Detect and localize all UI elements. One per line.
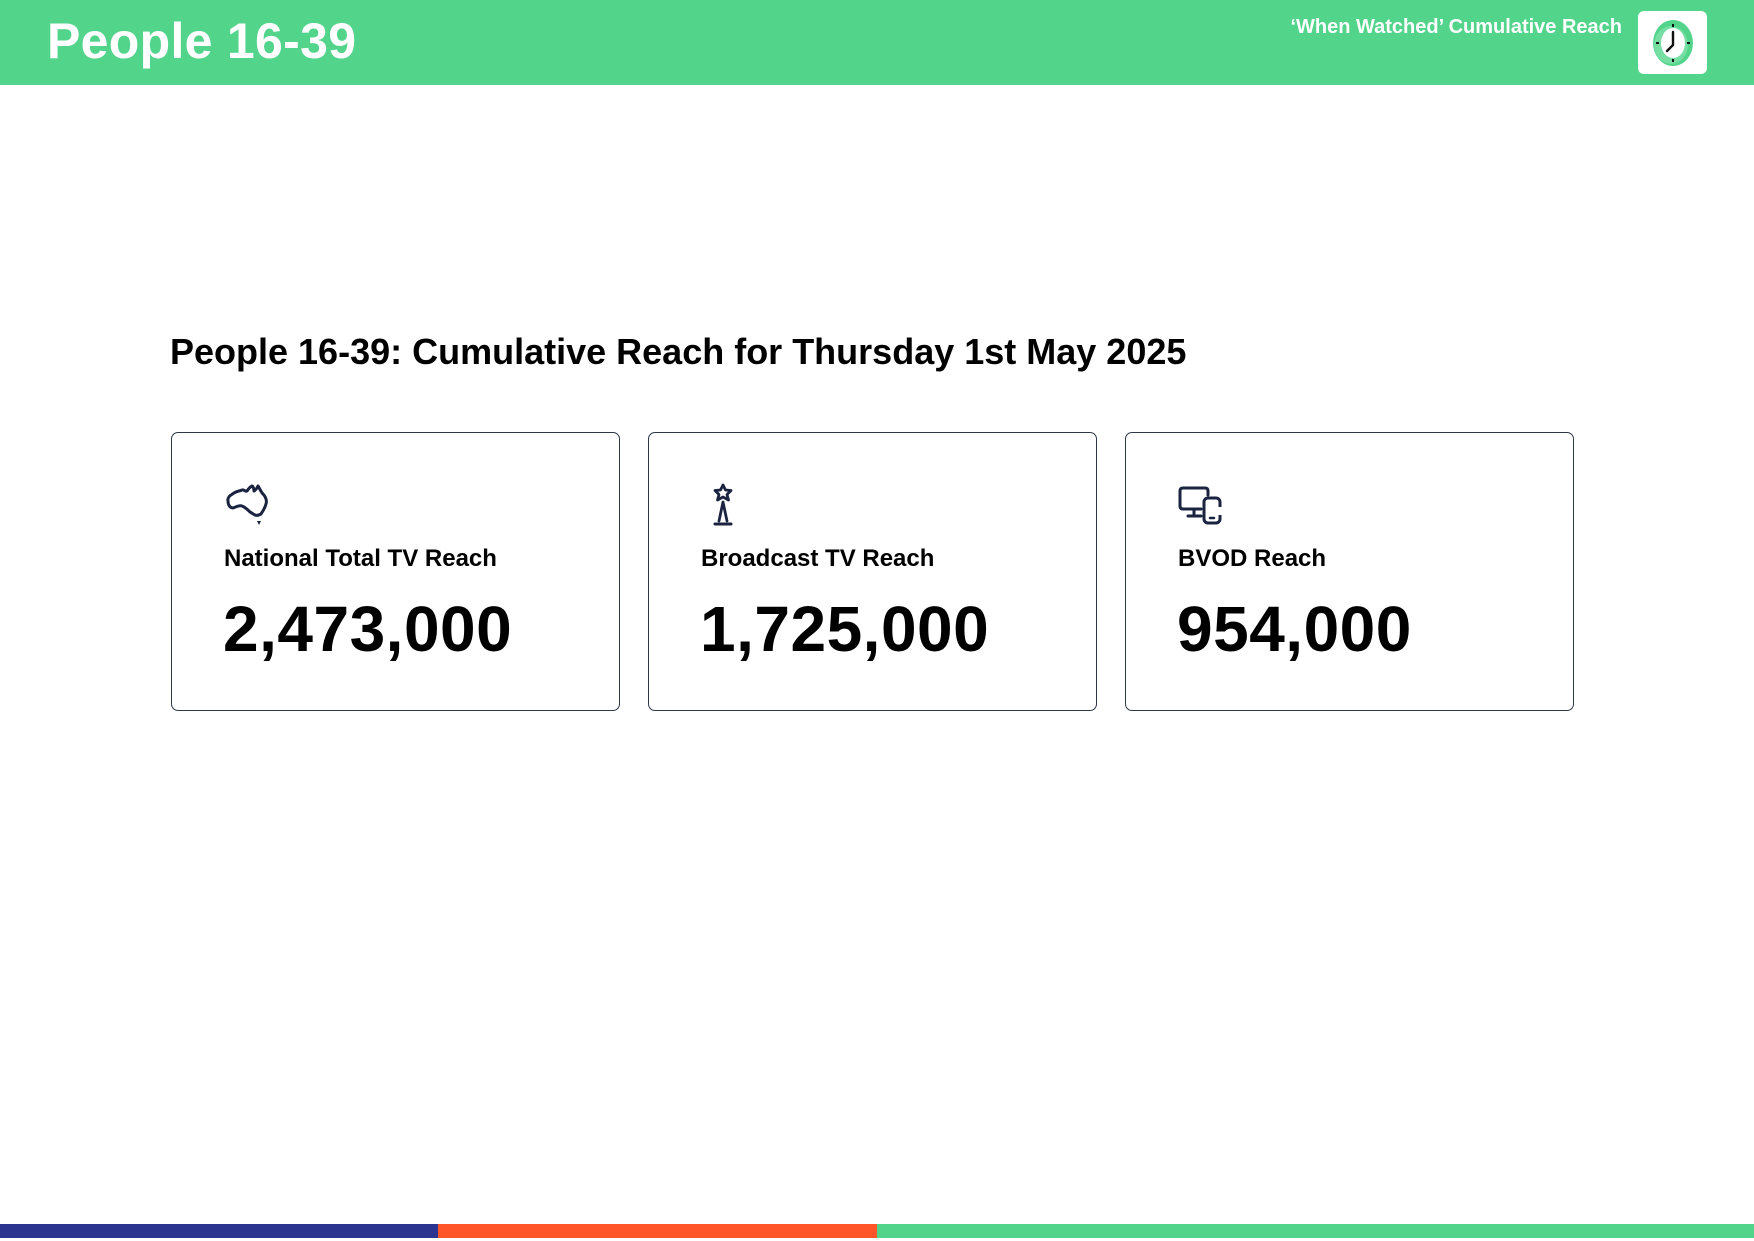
card-national-total-tv-reach: National Total TV Reach 2,473,000: [171, 432, 620, 711]
header-title: People 16-39: [47, 13, 357, 69]
card-value: 2,473,000: [223, 593, 513, 665]
card-broadcast-tv-reach: Broadcast TV Reach 1,725,000: [648, 432, 1097, 711]
devices-icon: [1178, 486, 1223, 525]
footer-color-bar: [0, 1224, 1754, 1238]
card-value: 954,000: [1177, 593, 1412, 665]
page-heading: People 16-39: Cumulative Reach for Thurs…: [170, 331, 1187, 372]
card-bvod-reach: BVOD Reach 954,000: [1125, 432, 1574, 711]
broadcast-tower-icon: [713, 483, 733, 526]
australia-map-icon: [226, 484, 268, 525]
clock-badge: [1638, 11, 1707, 74]
header-subtitle: ‘When Watched’ Cumulative Reach: [1290, 16, 1622, 38]
card-label: BVOD Reach: [1178, 545, 1327, 572]
header-bar: People 16-39 ‘When Watched’ Cumulative R…: [0, 0, 1754, 85]
card-value: 1,725,000: [700, 593, 990, 665]
clock-icon: [1652, 19, 1693, 66]
footer-segment-green: [877, 1224, 1754, 1238]
footer-segment-orange: [438, 1224, 877, 1238]
card-label: Broadcast TV Reach: [701, 545, 935, 572]
footer-segment-navy: [0, 1224, 438, 1238]
reach-cards: National Total TV Reach 2,473,000 Broadc…: [171, 432, 1574, 711]
card-label: National Total TV Reach: [224, 545, 497, 572]
